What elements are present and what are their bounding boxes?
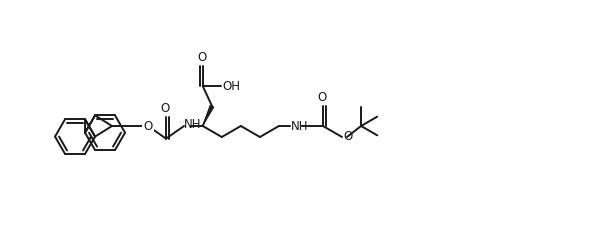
Text: NH: NH — [291, 120, 308, 132]
Text: OH: OH — [223, 80, 240, 92]
Polygon shape — [202, 105, 214, 126]
Text: O: O — [317, 91, 326, 104]
Text: O: O — [197, 51, 206, 64]
Text: O: O — [161, 102, 170, 114]
Text: O: O — [143, 120, 153, 132]
Text: O: O — [343, 130, 352, 143]
Text: NH: NH — [184, 118, 201, 132]
